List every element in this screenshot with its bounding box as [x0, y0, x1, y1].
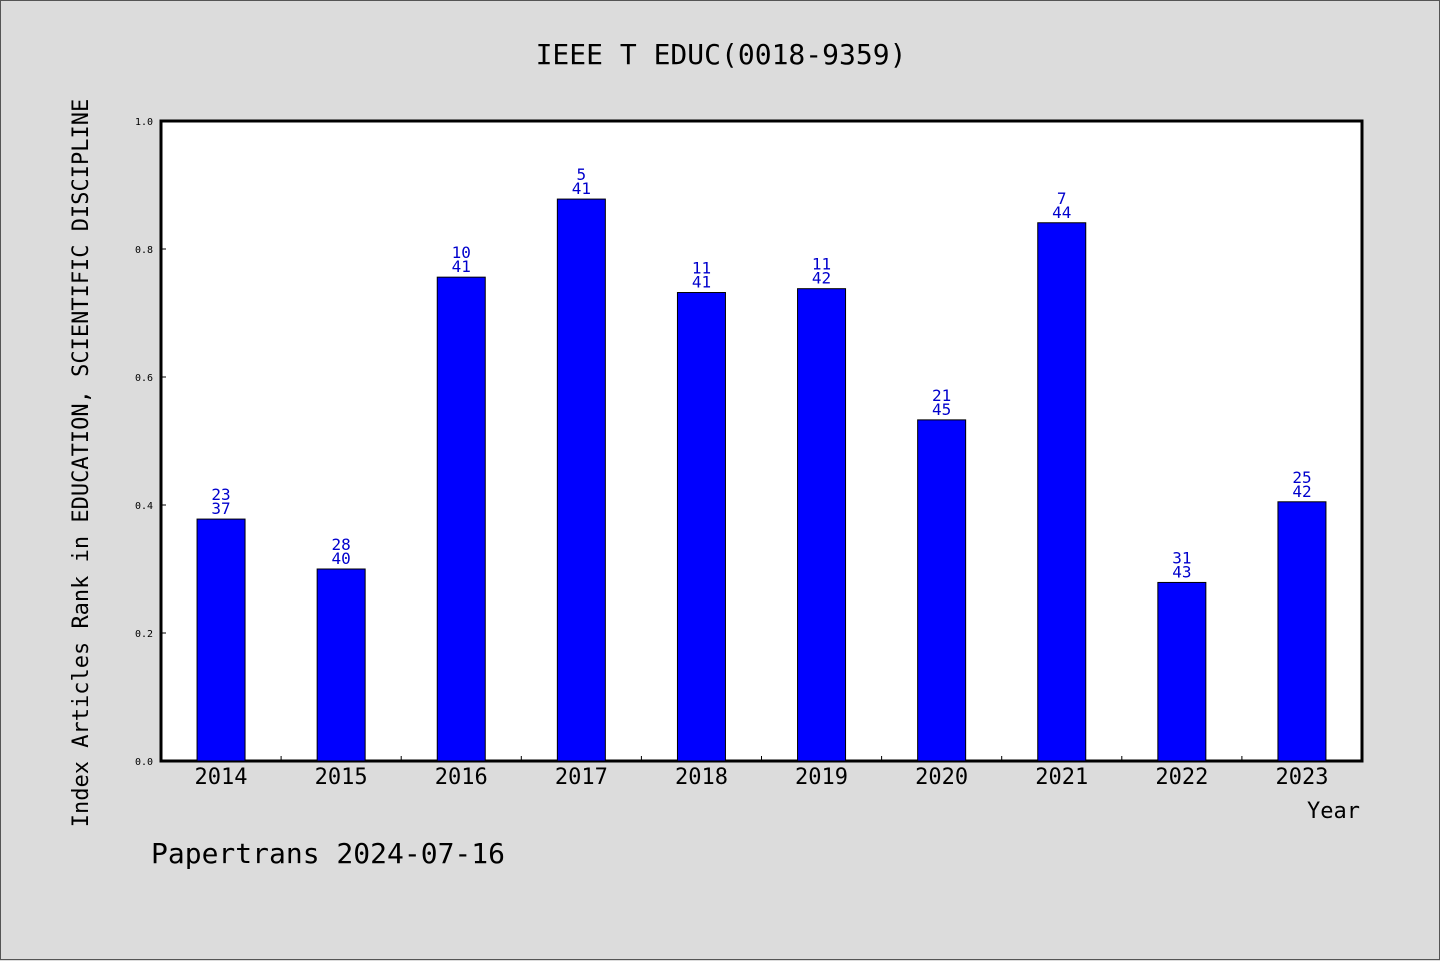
bar-total-label: 45	[932, 400, 951, 419]
x-tick-label: 2023	[1275, 765, 1328, 790]
bars-group	[196, 198, 1327, 762]
bar-total-label: 42	[1292, 482, 1311, 501]
bar-total-label: 42	[812, 269, 831, 288]
y-tick-label: 0.8	[135, 245, 153, 256]
bar-total-label: 43	[1172, 562, 1191, 581]
x-tick-label: 2021	[1035, 765, 1088, 790]
bar-total-label: 41	[692, 273, 711, 292]
bar-rank-label: 23	[211, 485, 230, 504]
x-tick-label: 2016	[435, 765, 488, 790]
bar-rank-label: 7	[1057, 189, 1067, 208]
x-tick-label: 2014	[195, 765, 248, 790]
x-tick-label: 2018	[675, 765, 728, 790]
y-tick-label: 0.0	[135, 757, 153, 768]
bar-rank-label: 11	[692, 259, 711, 278]
y-axis-ticks: 0.0 0.2 0.4 0.6 0.8 1.0	[135, 117, 166, 768]
bar-total-label: 41	[452, 257, 471, 276]
bar	[1157, 581, 1207, 762]
bar-total-label: 44	[1052, 203, 1071, 222]
bar	[556, 198, 606, 762]
y-tick-label: 0.2	[135, 629, 153, 640]
x-tick-label: 2022	[1155, 765, 1208, 790]
chart-title: IEEE T EDUC(0018-9359)	[536, 38, 907, 71]
bar-total-label: 37	[211, 499, 230, 518]
y-tick-label: 0.6	[135, 373, 153, 384]
bar-rank-label: 10	[452, 243, 471, 262]
bar-rank-label: 21	[932, 386, 951, 405]
bar-total-label: 40	[332, 549, 351, 568]
x-tick-label: 2019	[795, 765, 848, 790]
bar	[1277, 501, 1327, 762]
bar	[316, 568, 366, 762]
bar	[797, 288, 847, 762]
x-tick-label: 2020	[915, 765, 968, 790]
bar	[917, 419, 967, 762]
bar-rank-label: 11	[812, 255, 831, 274]
bar-rank-label: 31	[1172, 548, 1191, 567]
bar-rank-label: 28	[332, 535, 351, 554]
y-tick-label: 0.4	[135, 501, 153, 512]
bar	[436, 276, 486, 762]
bar	[1037, 222, 1087, 762]
x-tick-label: 2015	[315, 765, 368, 790]
bar	[196, 518, 246, 762]
y-tick-label: 1.0	[135, 117, 153, 128]
bar	[676, 292, 726, 762]
bar-rank-label: 25	[1292, 468, 1311, 487]
bar-total-label: 41	[572, 179, 591, 198]
x-tick-label: 2017	[555, 765, 608, 790]
y-axis-label: Index Articles Rank in EDUCATION, SCIENT…	[69, 99, 94, 827]
x-axis-label: Year	[1307, 799, 1360, 824]
bar-rank-label: 5	[577, 165, 587, 184]
footer-watermark: Papertrans 2024-07-16	[151, 837, 505, 870]
x-axis-ticks: 2014 2015 2016 2017 2018 2019 2020 2021 2022 2023	[195, 756, 1328, 790]
